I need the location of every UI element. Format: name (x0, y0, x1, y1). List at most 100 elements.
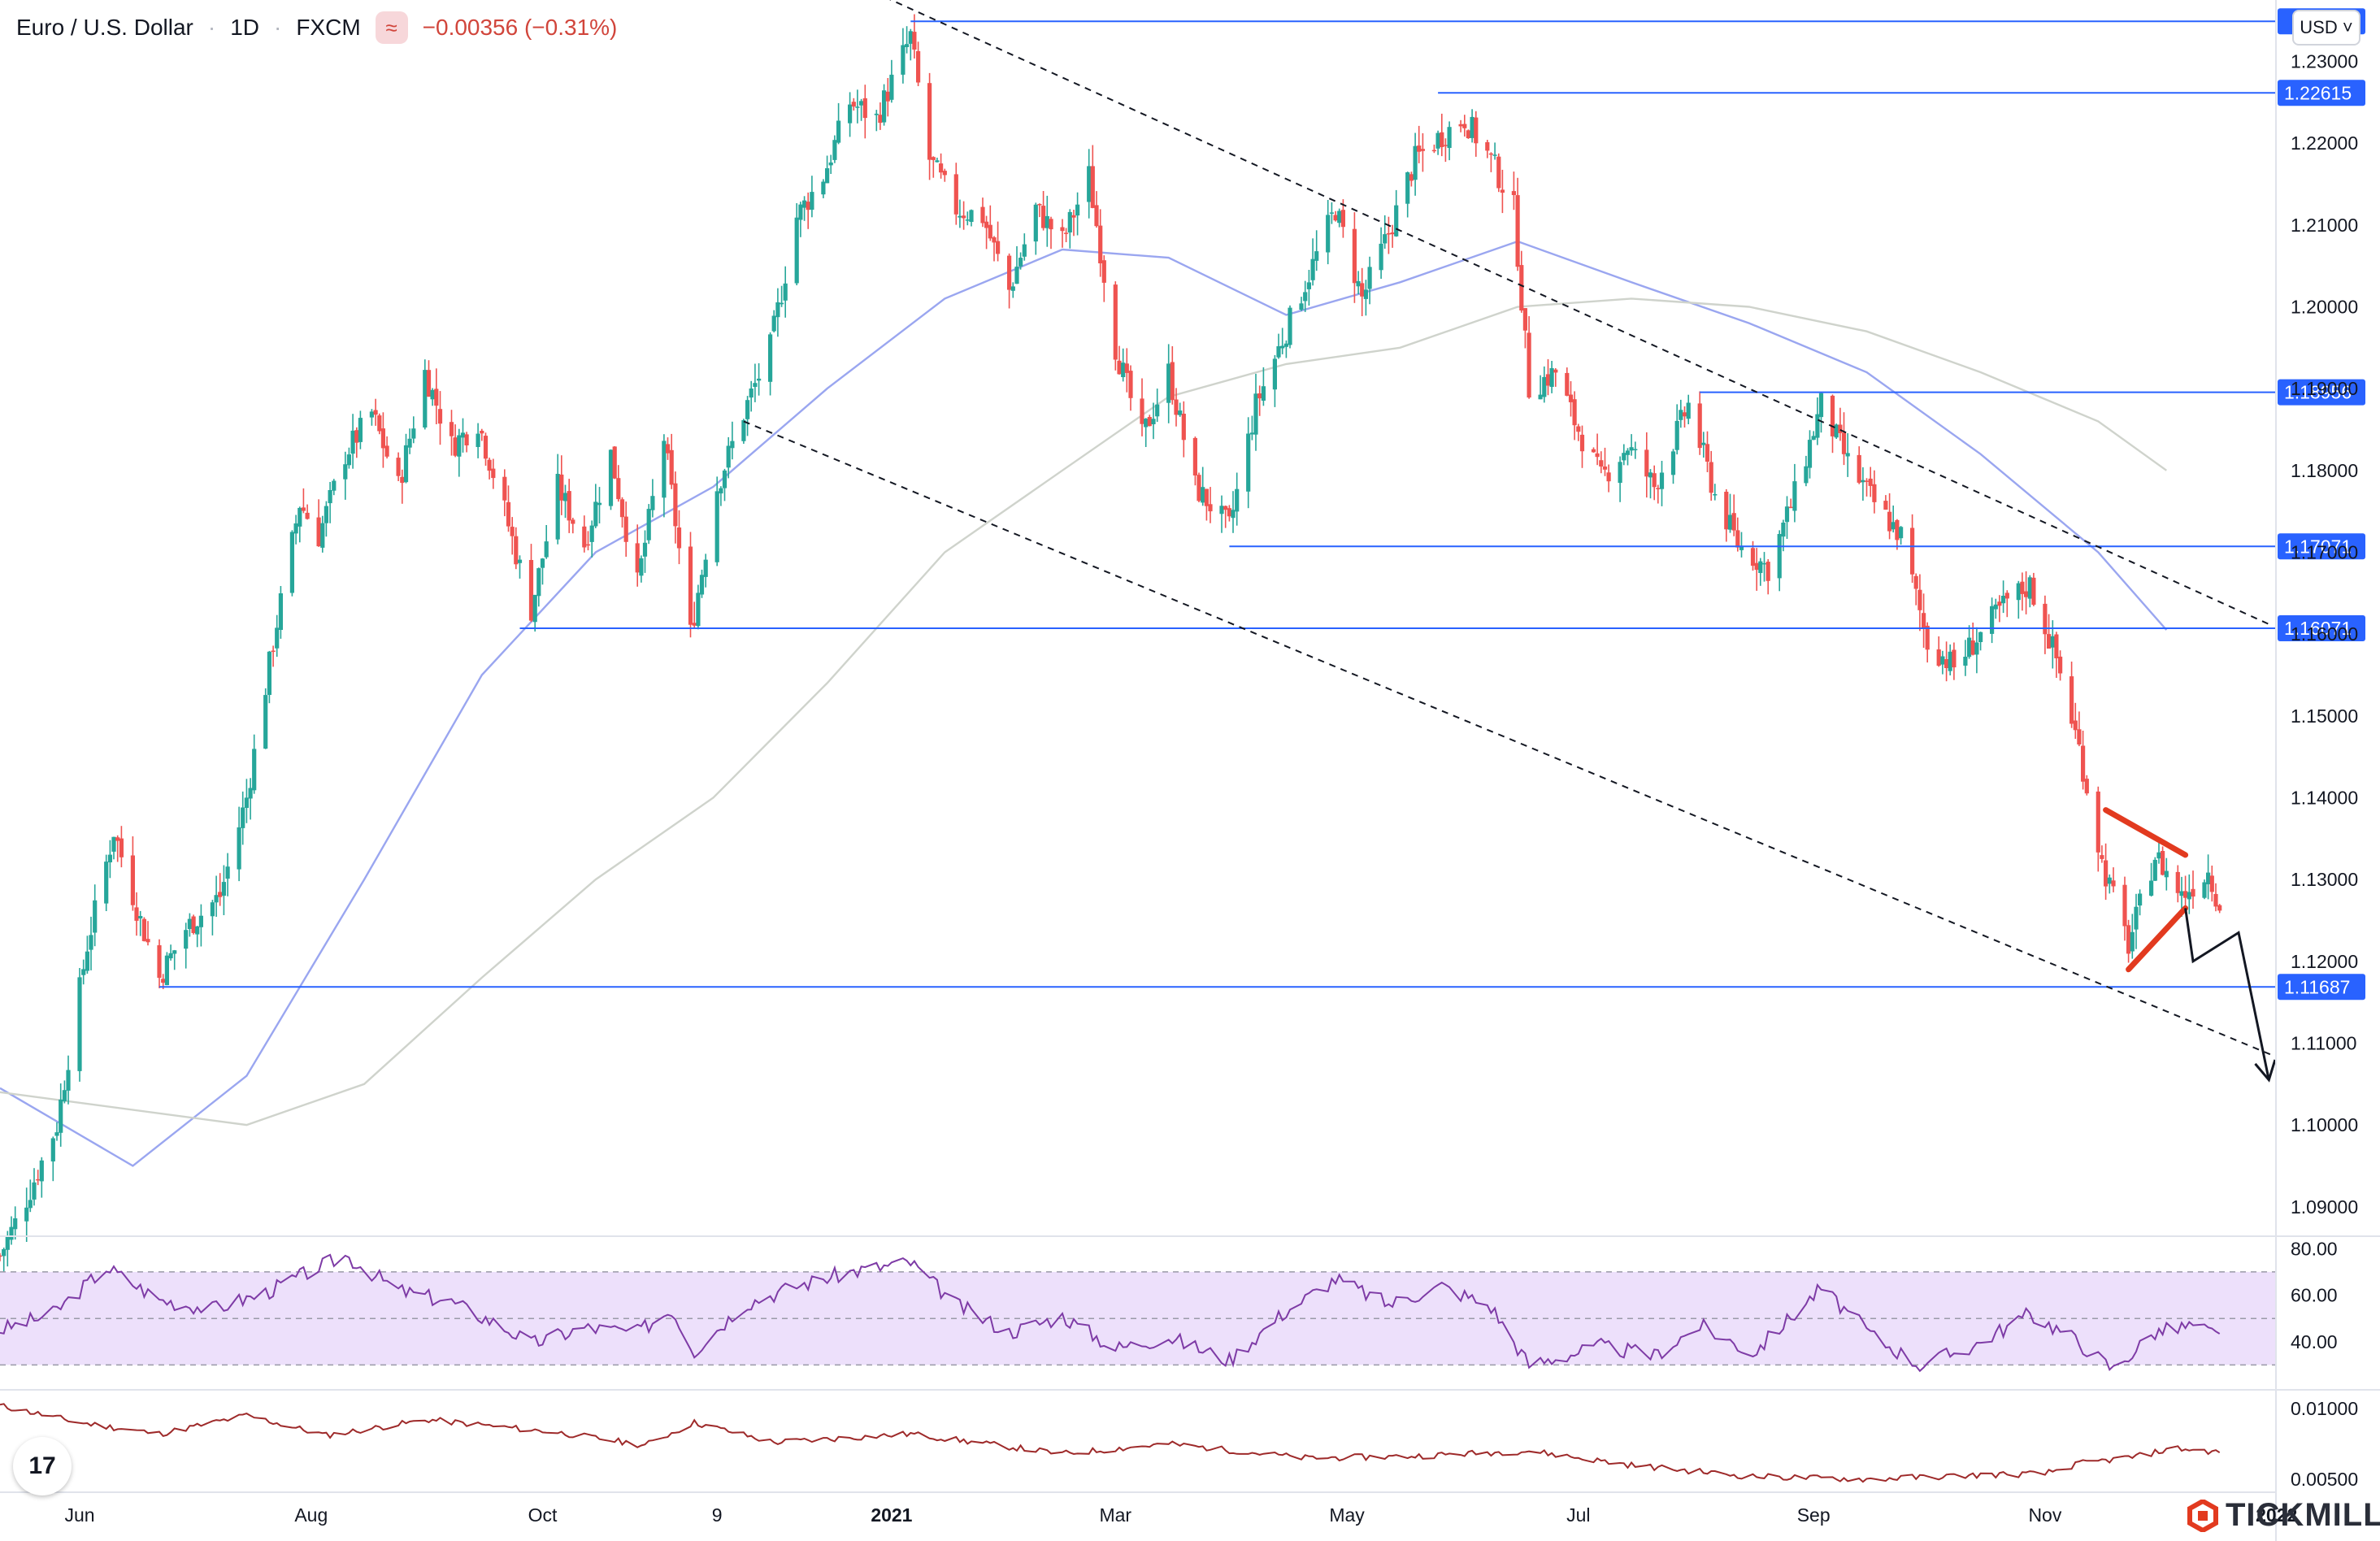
candle (2024, 571, 2029, 614)
candle (343, 451, 348, 500)
time-tick-label: Nov (2028, 1504, 2061, 1526)
candle (1417, 125, 1422, 163)
compare-icon[interactable]: ≈ (375, 11, 408, 44)
candle (1845, 433, 1850, 477)
candle (2107, 874, 2112, 894)
candle (1818, 392, 1824, 433)
candle (130, 836, 135, 911)
candle (1087, 149, 1092, 219)
candle (487, 458, 492, 480)
candle (855, 89, 860, 124)
candle (59, 1083, 63, 1147)
candle (1113, 281, 1118, 371)
candle (714, 476, 719, 566)
candle (111, 836, 116, 860)
candle (1075, 192, 1080, 236)
candle (1659, 461, 1665, 506)
candle (278, 586, 283, 639)
candle (2217, 904, 2222, 914)
candle (1022, 233, 1027, 261)
tradingview-logo-icon[interactable]: 17 (13, 1437, 72, 1495)
channel-trendline-2[interactable] (743, 420, 2274, 1057)
candle (1750, 540, 1756, 571)
time-tick-label: 2022 (2256, 1504, 2297, 1526)
candle (460, 418, 466, 453)
candle (1599, 451, 1604, 474)
symbol-title[interactable]: Euro / U.S. Dollar (16, 15, 193, 40)
candle (1713, 484, 1718, 501)
candle (1466, 129, 1470, 139)
candle (1522, 308, 1527, 349)
candle (2175, 865, 2180, 903)
candle (1208, 487, 1213, 523)
candle (1542, 366, 1547, 403)
candle (2152, 857, 2157, 881)
candle (1572, 391, 1577, 441)
candle (1761, 552, 1767, 582)
candle (848, 92, 853, 137)
candle (1777, 530, 1782, 592)
candle (138, 910, 143, 936)
candle (157, 939, 162, 988)
candle (1010, 282, 1015, 298)
candle (81, 959, 86, 985)
candle (483, 432, 489, 466)
triangle-side-2[interactable] (2126, 905, 2189, 973)
candle (66, 1055, 71, 1105)
currency-selector[interactable]: USD ˅ (2292, 10, 2360, 46)
candle (2100, 845, 2104, 863)
candle (411, 416, 416, 444)
candle (449, 410, 454, 456)
candle (426, 360, 432, 397)
triangle-side-1[interactable] (2103, 807, 2189, 858)
candle (320, 515, 325, 553)
candle (771, 310, 776, 332)
interval-label[interactable]: 1D (230, 15, 259, 40)
candle (2164, 857, 2169, 891)
candle (528, 544, 534, 623)
candle (1807, 430, 1813, 479)
candle (703, 553, 708, 588)
candle (271, 645, 276, 667)
candle (24, 1187, 29, 1242)
candle (358, 410, 363, 449)
candle (567, 479, 571, 533)
candle (745, 396, 750, 436)
candle (1602, 447, 1608, 476)
triangle-pattern[interactable] (2103, 807, 2277, 1083)
candle (635, 524, 640, 587)
candle (1527, 316, 1531, 399)
candle (1913, 573, 1918, 606)
candle (2, 1248, 7, 1275)
projection-path[interactable] (2184, 908, 2270, 1081)
candle (1754, 548, 1759, 591)
price-tick-label: 1.11000 (2291, 1032, 2356, 1053)
candle (119, 826, 124, 868)
candle (2130, 914, 2135, 959)
candle (619, 497, 625, 528)
candle (2004, 590, 2009, 618)
candle (1625, 448, 1631, 466)
candle (2001, 580, 2006, 614)
horizontal-levels[interactable]: 1.22615 1.18956 1.17071 1.16071 1.11687 (159, 8, 2365, 1001)
candle (1633, 441, 1638, 459)
channel-trendline-1[interactable] (774, 0, 2274, 627)
candle (267, 650, 271, 704)
candle (1629, 434, 1634, 456)
candle (2020, 572, 2025, 611)
candle (373, 398, 378, 426)
candle (1435, 130, 1440, 155)
candle (1731, 494, 1736, 536)
candle (608, 449, 614, 510)
candle (942, 168, 947, 182)
candle (859, 98, 864, 121)
candle (1064, 228, 1069, 242)
candle (377, 413, 382, 435)
candle (423, 359, 428, 430)
trendlines[interactable] (743, 0, 2274, 1057)
candle (1367, 256, 1372, 305)
candle (77, 968, 82, 1082)
rsi-tick-label: 80.00 (2291, 1238, 2338, 1259)
price-tick-label: 1.15000 (2291, 705, 2358, 727)
